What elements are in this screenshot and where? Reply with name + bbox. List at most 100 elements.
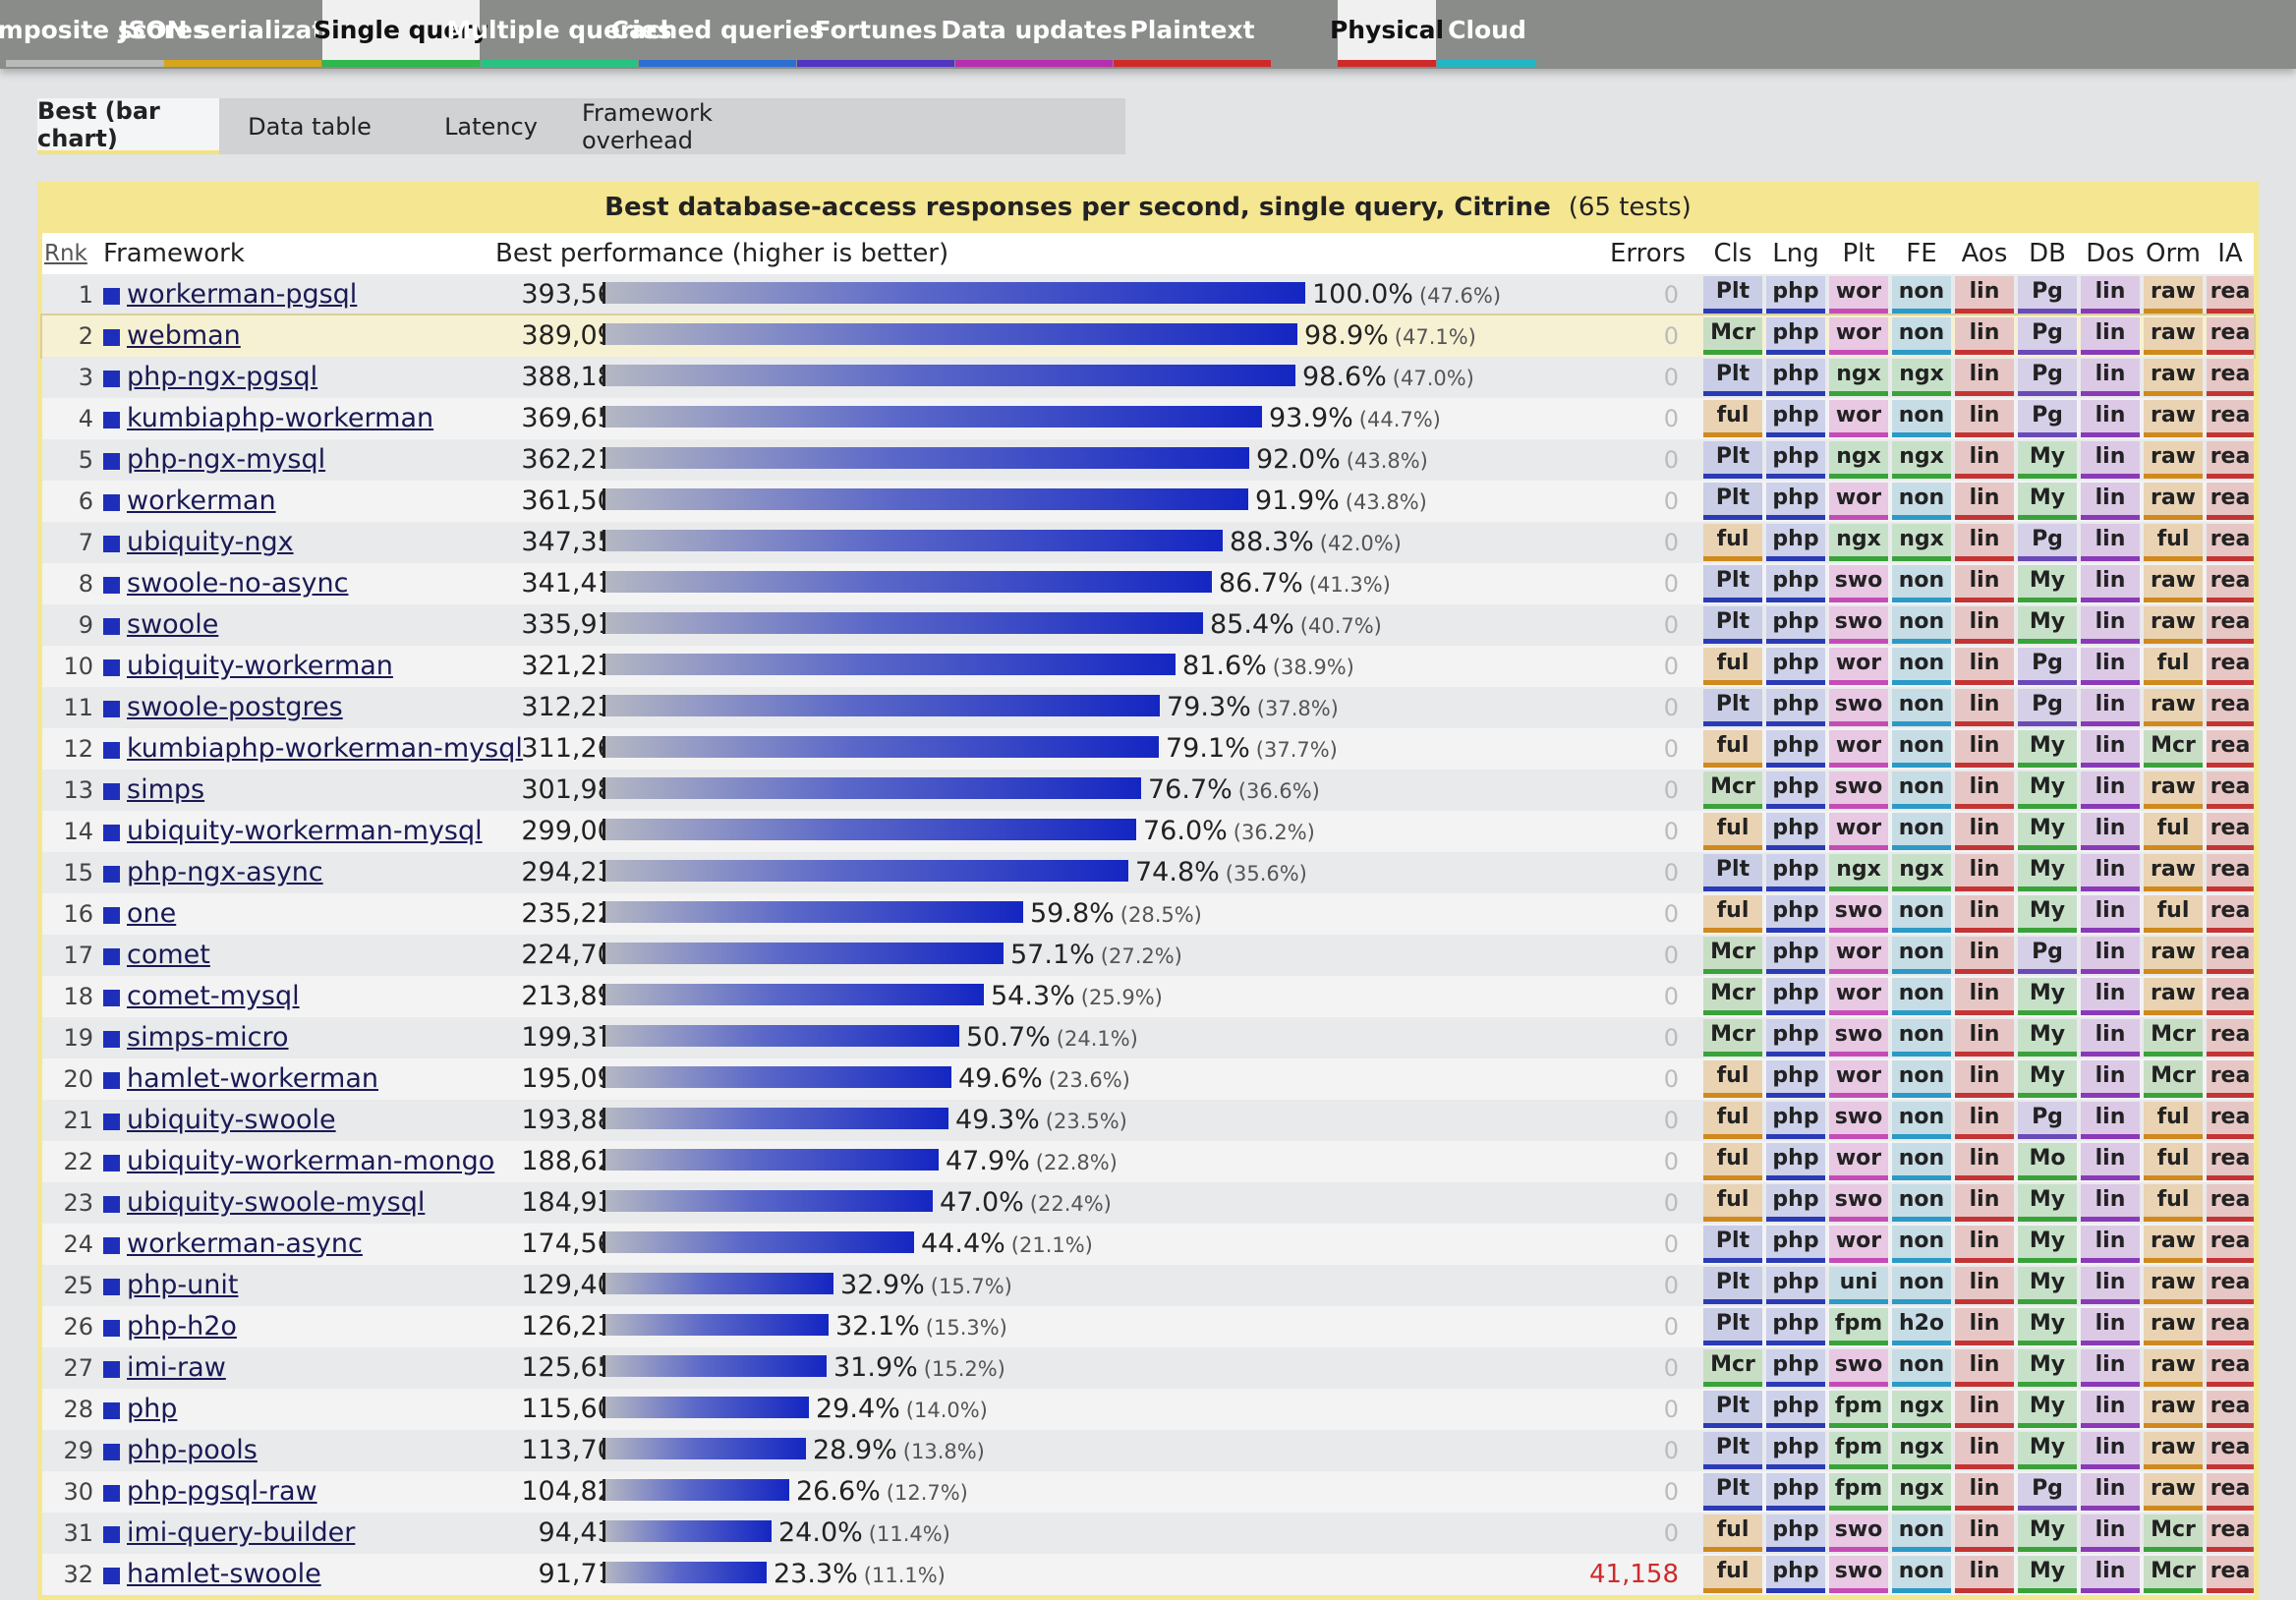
framework-color-square [103, 1361, 120, 1378]
badge-fe: non [1892, 276, 1951, 314]
percent-value: 88.3% [1230, 527, 1314, 557]
framework-link[interactable]: simps [127, 774, 205, 805]
framework-link[interactable]: workerman-pgsql [127, 279, 358, 310]
badge-cls: Plt [1703, 1473, 1762, 1511]
framework-link[interactable]: php-unit [127, 1270, 239, 1300]
framework-link[interactable]: imi-query-builder [127, 1517, 356, 1548]
badge-aos: lin [1955, 1349, 2014, 1387]
badge-dos: lin [2081, 317, 2140, 355]
badge-plt: wor [1829, 730, 1888, 768]
subtab-data-table[interactable]: Data table [248, 112, 372, 141]
badge-lng: php [1766, 978, 1825, 1015]
tab-multiple-queries[interactable]: Multiple queries [446, 0, 672, 67]
framework-link[interactable]: kumbiaphp-workerman-mysql [127, 733, 523, 764]
badge-lng: php [1766, 937, 1825, 974]
framework-link[interactable]: comet-mysql [127, 981, 300, 1011]
badge-orm: raw [2144, 1349, 2203, 1387]
badge-cls: Mcr [1703, 1019, 1762, 1057]
badge-plt: swo [1829, 1514, 1888, 1552]
badge-lng: php [1766, 771, 1825, 809]
framework-link[interactable]: swoole-postgres [127, 692, 343, 722]
rank-cell: 23 [63, 1189, 93, 1217]
env-tab-cloud[interactable]: Cloud [1438, 0, 1536, 67]
tab-fortunes[interactable]: Fortunes [797, 0, 954, 67]
framework-link[interactable]: swoole [127, 609, 219, 640]
badge-cls: Mcr [1703, 978, 1762, 1015]
relative-percent: (38.9%) [1272, 656, 1354, 679]
framework-link[interactable]: imi-raw [127, 1352, 226, 1383]
framework-link[interactable]: workerman-async [127, 1229, 363, 1259]
badge-orm: raw [2144, 400, 2203, 437]
badge-cls: ful [1703, 648, 1762, 685]
framework-link[interactable]: one [127, 898, 177, 929]
errors-cell: 0 [1663, 942, 1679, 969]
rank-cell: 25 [63, 1272, 93, 1299]
subtab-best-bar-chart[interactable]: Best (bar chart) [37, 97, 219, 154]
tab-data-updates[interactable]: Data updates [941, 0, 1127, 67]
framework-color-square [103, 412, 120, 429]
relative-percent: (23.5%) [1045, 1110, 1127, 1133]
tab-cached-queries[interactable]: Cached queries [611, 0, 824, 67]
badge-fe: ngx [1892, 854, 1951, 891]
relative-percent: (13.8%) [902, 1440, 985, 1463]
framework-link[interactable]: php-ngx-pgsql [127, 362, 318, 392]
framework-link[interactable]: comet [127, 940, 210, 970]
badge-cls: Plt [1703, 565, 1762, 602]
tab-single-query[interactable]: Single query [314, 0, 488, 67]
framework-link[interactable]: ubiquity-ngx [127, 527, 294, 557]
framework-link[interactable]: ubiquity-workerman-mysql [127, 816, 483, 846]
performance-bar [603, 736, 1159, 758]
framework-color-square [103, 453, 120, 470]
badge-cls: Plt [1703, 441, 1762, 479]
subtab-latency[interactable]: Latency [444, 112, 538, 141]
subtab-framework-overhead[interactable]: Framework overhead [582, 98, 713, 154]
framework-link[interactable]: php-pgsql-raw [127, 1476, 317, 1507]
tab-plaintext[interactable]: Plaintext [1114, 0, 1271, 67]
tab-json-serialization[interactable]: JSON serialization [119, 0, 367, 67]
framework-link[interactable]: php [127, 1394, 178, 1424]
framework-link[interactable]: kumbiaphp-workerman [127, 403, 434, 433]
badge-dos: lin [2081, 483, 2140, 520]
framework-link[interactable]: php-h2o [127, 1311, 237, 1342]
framework-link[interactable]: ubiquity-swoole [127, 1105, 336, 1135]
percent-value: 31.9% [833, 1352, 918, 1383]
badge-db: Pg [2018, 648, 2077, 685]
framework-link[interactable]: swoole-no-async [127, 568, 349, 599]
badge-lng: php [1766, 648, 1825, 685]
framework-link[interactable]: php-ngx-async [127, 857, 323, 887]
performance-bar [603, 365, 1295, 386]
framework-link[interactable]: webman [127, 320, 241, 351]
errors-cell: 0 [1663, 776, 1679, 804]
percent-value: 59.8% [1030, 898, 1115, 929]
performance-bar [603, 1108, 948, 1129]
framework-link[interactable]: hamlet-swoole [127, 1559, 321, 1589]
env-tab-physical[interactable]: Physical [1330, 0, 1444, 67]
percent-value: 100.0% [1312, 279, 1413, 310]
badge-plt: ngx [1829, 524, 1888, 561]
framework-link[interactable]: ubiquity-workerman-mongo [127, 1146, 495, 1176]
framework-color-square [103, 1237, 120, 1254]
relative-percent: (24.1%) [1056, 1027, 1138, 1051]
badge-dos: lin [2081, 1349, 2140, 1387]
badge-fe: non [1892, 648, 1951, 685]
framework-link[interactable]: ubiquity-swoole-mysql [127, 1187, 426, 1218]
badge-lng: php [1766, 1556, 1825, 1593]
badge-ia: rea [2207, 441, 2254, 479]
performance-bar [603, 860, 1128, 882]
badge-dos: lin [2081, 648, 2140, 685]
badge-fe: h2o [1892, 1308, 1951, 1345]
badge-db: My [2018, 1349, 2077, 1387]
badge-plt: wor [1829, 978, 1888, 1015]
badge-db: My [2018, 1432, 2077, 1469]
framework-link[interactable]: workerman [127, 486, 276, 516]
framework-link[interactable]: ubiquity-workerman [127, 651, 393, 681]
rank-column-header[interactable]: Rnk [44, 241, 87, 266]
relative-percent: (47.0%) [1392, 367, 1474, 390]
badge-aos: lin [1955, 1432, 2014, 1469]
badge-ia: rea [2207, 276, 2254, 314]
badge-orm: ful [2144, 524, 2203, 561]
framework-link[interactable]: php-ngx-mysql [127, 444, 326, 475]
framework-link[interactable]: php-pools [127, 1435, 258, 1465]
framework-link[interactable]: simps-micro [127, 1022, 289, 1053]
framework-link[interactable]: hamlet-workerman [127, 1063, 378, 1094]
